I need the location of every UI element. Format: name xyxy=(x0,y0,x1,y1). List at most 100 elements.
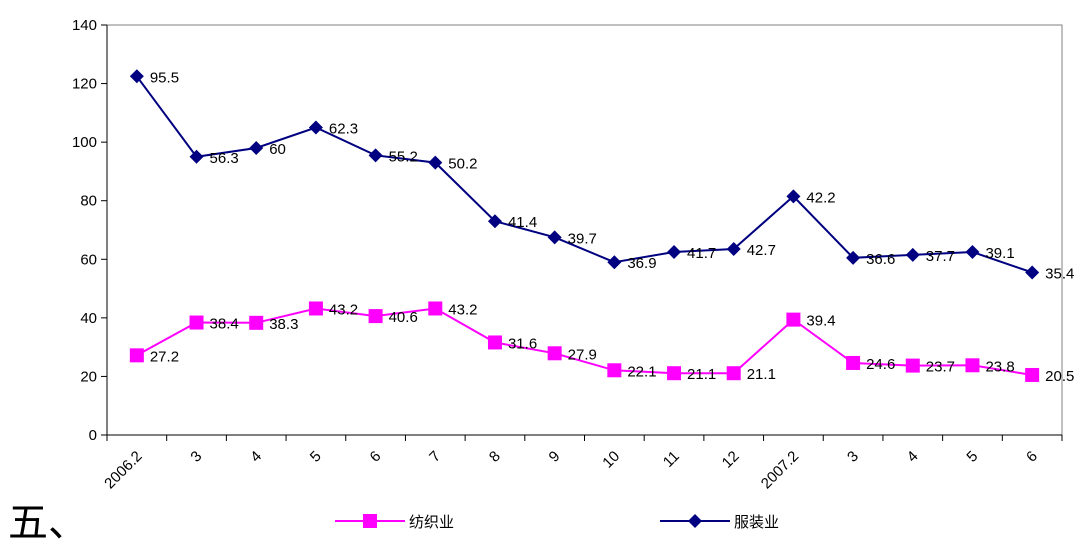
data-point-marker xyxy=(667,366,682,381)
data-point-marker xyxy=(905,358,920,373)
x-tick-label: 11 xyxy=(660,448,683,471)
x-tick-label: 10 xyxy=(599,448,623,472)
x-tick-label: 2007.2 xyxy=(758,448,802,492)
data-labels: 27.2 38.4 38.3 43.2 40.6 43.2 31.6 27.9 22.1 21.1… xyxy=(150,69,1075,385)
data-label: 39.1 xyxy=(985,245,1014,262)
data-point-marker xyxy=(129,348,144,363)
x-tick-label: 6 xyxy=(367,448,385,466)
data-label: 36.6 xyxy=(866,251,895,268)
y-tick-label: 80 xyxy=(80,193,97,210)
x-tick-label: 12 xyxy=(719,448,743,472)
x-tick-label: 3 xyxy=(844,448,862,466)
data-label: 31.6 xyxy=(508,335,537,352)
data-label: 62.3 xyxy=(329,121,358,138)
data-label: 42.2 xyxy=(806,189,835,206)
data-label: 39.7 xyxy=(568,230,597,247)
x-tick-label: 8 xyxy=(486,448,504,466)
data-point-marker xyxy=(1025,367,1040,382)
y-tick-label: 20 xyxy=(80,368,97,385)
data-point-marker xyxy=(607,255,622,270)
data-point-marker xyxy=(487,214,502,229)
data-point-marker xyxy=(846,250,861,265)
x-tick-label: 5 xyxy=(307,448,325,466)
data-point-marker xyxy=(249,315,264,330)
x-tick-label: 6 xyxy=(1023,448,1041,466)
y-tick-label: 40 xyxy=(80,310,97,327)
series-layer xyxy=(129,69,1040,382)
data-label: 41.7 xyxy=(687,245,716,262)
data-label: 36.9 xyxy=(627,255,656,272)
data-point-marker xyxy=(786,189,801,204)
data-point-marker xyxy=(487,335,502,350)
data-point-marker xyxy=(547,230,562,245)
data-point-marker xyxy=(308,120,323,135)
data-label: 55.2 xyxy=(389,148,418,165)
data-label: 42.7 xyxy=(747,242,776,259)
y-tick-label: 120 xyxy=(72,76,97,93)
data-label: 40.6 xyxy=(389,309,418,326)
data-label: 43.2 xyxy=(329,301,358,318)
data-point-marker xyxy=(189,315,204,330)
y-tick-label: 140 xyxy=(72,17,97,34)
data-point-marker xyxy=(786,312,801,327)
plot-area xyxy=(106,24,1063,436)
data-label: 95.5 xyxy=(150,69,179,86)
x-tick-label: 3 xyxy=(187,448,205,466)
data-label: 23.8 xyxy=(985,358,1014,375)
y-axis: 0 20 40 60 80 100 120 140 xyxy=(72,17,108,444)
data-label: 21.1 xyxy=(747,366,776,383)
x-axis: 2006.2 3 4 5 6 7 8 9 10 11 12 2007.2 3 4 5 6 xyxy=(101,434,1063,492)
data-point-marker xyxy=(368,309,383,324)
data-point-marker xyxy=(726,242,741,257)
x-tick-label: 4 xyxy=(247,448,265,466)
data-point-marker xyxy=(905,247,920,262)
data-label: 22.1 xyxy=(627,363,656,380)
data-label: 60 xyxy=(269,141,286,158)
data-point-marker xyxy=(846,355,861,370)
data-label: 56.3 xyxy=(210,150,239,167)
data-label: 43.2 xyxy=(448,301,477,318)
series-line-1 xyxy=(136,307,1033,376)
data-point-marker xyxy=(607,363,622,378)
data-label: 21.1 xyxy=(687,366,716,383)
data-label: 41.4 xyxy=(508,214,537,231)
data-point-marker xyxy=(249,141,264,155)
series-line-2 xyxy=(135,75,1033,274)
data-label: 35.4 xyxy=(1045,265,1074,282)
data-label: 27.9 xyxy=(568,346,597,363)
data-label: 27.2 xyxy=(150,348,179,365)
data-point-marker xyxy=(428,155,443,170)
data-point-marker xyxy=(129,69,144,84)
data-point-marker xyxy=(189,149,204,164)
data-label: 39.4 xyxy=(806,313,835,330)
legend-label: 纺织业 xyxy=(409,513,454,531)
y-tick-label: 60 xyxy=(80,251,97,268)
legend-marker xyxy=(363,514,377,528)
data-point-marker xyxy=(965,358,980,373)
data-label: 37.7 xyxy=(926,248,955,265)
data-point-marker xyxy=(1025,265,1040,280)
x-tick-label: 5 xyxy=(963,448,981,466)
data-point-marker xyxy=(308,301,323,316)
y-tick-label: 0 xyxy=(89,427,97,444)
data-point-marker xyxy=(726,366,741,381)
data-point-marker xyxy=(965,244,980,259)
data-label: 50.2 xyxy=(448,156,477,173)
data-point-marker xyxy=(368,148,383,163)
data-label: 23.7 xyxy=(926,359,955,376)
data-point-marker xyxy=(428,301,443,316)
x-tick-label: 9 xyxy=(546,448,564,466)
legend-marker xyxy=(688,514,702,528)
section-heading: 五、 xyxy=(8,500,88,546)
x-tick-label: 2006.2 xyxy=(101,448,145,492)
data-label: 38.4 xyxy=(210,316,239,333)
data-label: 20.5 xyxy=(1045,368,1074,385)
x-tick-label: 7 xyxy=(426,448,444,466)
data-label: 38.3 xyxy=(269,316,298,333)
data-point-marker xyxy=(547,346,562,361)
data-label: 24.6 xyxy=(866,356,895,373)
y-tick-label: 100 xyxy=(72,134,97,151)
data-point-marker xyxy=(667,244,682,259)
legend: 纺织业 服装业 xyxy=(335,513,779,531)
